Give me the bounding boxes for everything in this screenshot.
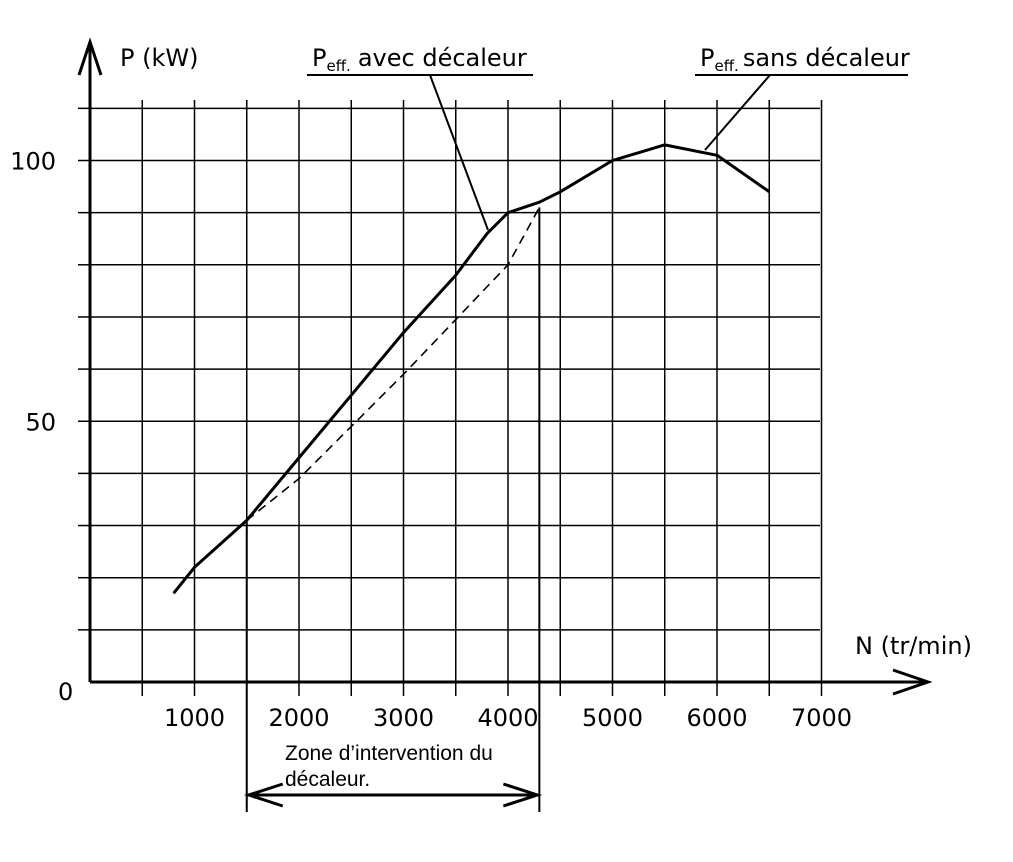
x-tick-label: 2000 xyxy=(268,704,329,732)
tick-labels: 1000 2000 3000 4000 5000 6000 7000 50 100 xyxy=(10,148,852,733)
series-lines xyxy=(172,143,771,595)
legend-avec-symbol: P xyxy=(312,44,326,72)
y-axis-label: P (kW) xyxy=(120,44,198,72)
legend-sans-subscript: eff. xyxy=(714,57,738,75)
svg-text:Peff.avec décaleur: Peff. avec décaleur xyxy=(312,44,527,75)
x-tick-label: 1000 xyxy=(164,704,225,732)
y-tick-label: 100 xyxy=(10,148,56,176)
origin-label: 0 xyxy=(58,678,73,706)
tick-marks xyxy=(78,107,823,696)
legend-sans-symbol: P xyxy=(700,44,714,72)
x-tick-label: 7000 xyxy=(791,704,852,732)
y-axis-arrow xyxy=(77,37,103,76)
x-tick-label: 5000 xyxy=(582,704,643,732)
x-tick-label: 3000 xyxy=(373,704,434,732)
zone-arrow-head-left xyxy=(243,782,284,808)
x-axis-label: N (tr/min) xyxy=(855,632,972,660)
legend-sans-text: sans décaleur xyxy=(743,44,910,72)
legend-avec-subscript: eff. xyxy=(326,57,350,75)
zone-arrow-head-right xyxy=(502,782,543,808)
x-axis-arrow xyxy=(892,668,933,696)
legend-avec-leader xyxy=(429,74,489,231)
x-tick-label: 4000 xyxy=(477,704,538,732)
svg-text:Peff.sans décaleur: Peff. sans décaleur xyxy=(700,44,910,75)
legend-sans-decaleur: Peff. sans décaleur xyxy=(695,44,910,151)
intervention-zone: Zone d’intervention du décaleur. xyxy=(243,207,543,812)
series-avec-decaleur-line xyxy=(172,143,771,595)
legend-avec-decaleur: Peff. avec décaleur xyxy=(307,44,533,231)
legend-sans-leader xyxy=(704,74,771,151)
legend-avec-text: avec décaleur xyxy=(358,44,527,72)
y-tick-label: 50 xyxy=(25,408,56,436)
grid xyxy=(90,100,823,682)
x-tick-label: 6000 xyxy=(686,704,747,732)
axes xyxy=(77,37,933,696)
zone-label-line1: Zone d’intervention du xyxy=(285,742,493,765)
zone-label-line2: décaleur. xyxy=(285,768,370,791)
series-sans-decaleur-line xyxy=(246,207,541,521)
